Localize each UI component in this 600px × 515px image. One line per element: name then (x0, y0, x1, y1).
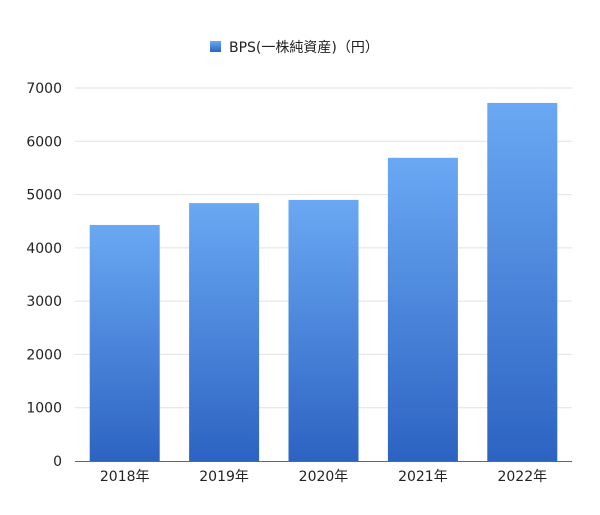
legend: BPS(一株純資産)（円） (210, 40, 379, 56)
x-tick-label: 2019年 (199, 469, 249, 485)
x-tick-label: 2018年 (100, 469, 150, 485)
legend-swatch (210, 41, 221, 52)
y-tick-label: 6000 (26, 134, 62, 150)
y-tick-label: 1000 (26, 401, 62, 417)
y-axis-ticks: 0 1000 2000 3000 4000 5000 6000 7000 (26, 81, 62, 470)
y-tick-label: 4000 (26, 241, 62, 257)
y-tick-label: 3000 (26, 294, 62, 310)
x-axis-ticks: 2018年 2019年 2020年 2021年 2022年 (100, 469, 547, 485)
legend-label: BPS(一株純資産)（円） (229, 40, 379, 56)
bar (89, 224, 160, 461)
bar (189, 203, 260, 461)
x-tick-label: 2022年 (497, 469, 547, 485)
y-tick-label: 2000 (26, 347, 62, 363)
x-tick-label: 2020年 (299, 469, 349, 485)
bar (288, 199, 359, 461)
bars (89, 102, 558, 462)
x-tick-label: 2021年 (398, 469, 448, 485)
y-tick-label: 0 (53, 454, 62, 470)
bar (487, 102, 558, 462)
y-tick-label: 5000 (26, 188, 62, 204)
y-tick-label: 7000 (26, 81, 62, 97)
bar (387, 157, 458, 461)
